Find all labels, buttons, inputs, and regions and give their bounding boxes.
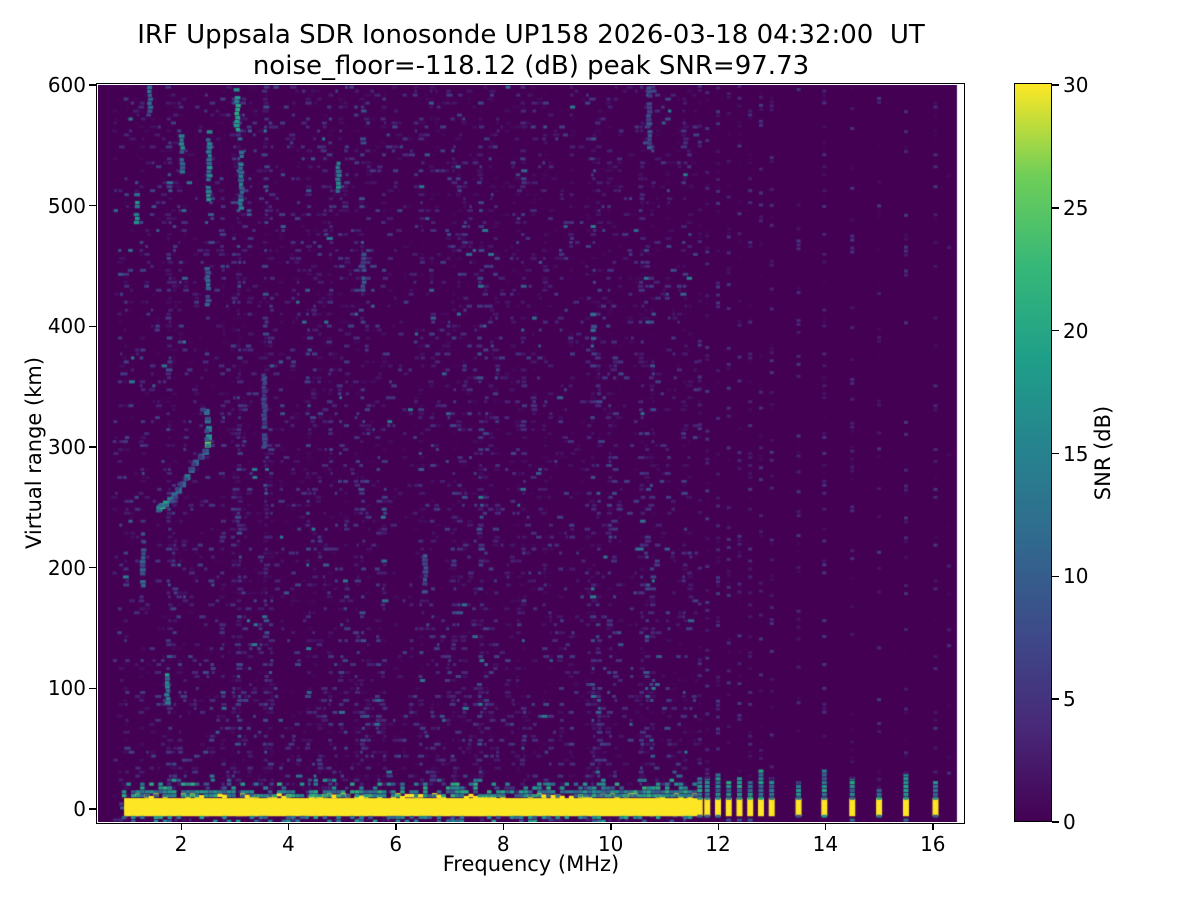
x-tick-mark xyxy=(395,823,397,830)
y-tick-mark xyxy=(89,84,96,86)
y-tick-mark xyxy=(89,566,96,569)
x-tick-label: 6 xyxy=(389,832,403,856)
colorbar-tick-label: 10 xyxy=(1063,564,1089,589)
x-tick-label: 2 xyxy=(174,832,188,856)
x-tick-mark xyxy=(502,823,505,830)
y-tick-mark xyxy=(89,808,96,810)
colorbar-tick-mark xyxy=(1052,452,1059,455)
colorbar-tick-label: 0 xyxy=(1063,810,1076,834)
colorbar-tick-mark xyxy=(1052,698,1059,700)
colorbar-label: SNR (dB) xyxy=(1091,405,1115,501)
x-tick-mark xyxy=(287,823,290,830)
colorbar-tick-label: 5 xyxy=(1063,687,1076,712)
colorbar-tick-mark xyxy=(1052,575,1059,578)
x-tick-mark xyxy=(610,823,612,830)
x-tick-mark xyxy=(717,823,719,830)
y-tick-label: 500 xyxy=(47,193,86,218)
x-tick-mark xyxy=(180,823,182,830)
x-tick-label: 8 xyxy=(496,832,510,856)
x-axis-label: Frequency (MHz) xyxy=(442,852,620,876)
y-tick-label: 100 xyxy=(47,676,86,701)
x-tick-mark xyxy=(932,823,934,830)
y-tick-mark xyxy=(89,325,96,328)
plot-title-line1: IRF Uppsala SDR Ionosonde UP158 2026-03-… xyxy=(137,20,925,50)
x-tick-label: 14 xyxy=(812,832,839,856)
y-tick-mark xyxy=(89,204,96,207)
y-tick-label: 0 xyxy=(73,797,86,821)
x-tick-label: 10 xyxy=(597,832,624,856)
colorbar-tick-label: 25 xyxy=(1063,195,1089,220)
x-tick-label: 12 xyxy=(705,832,731,856)
colorbar-tick-label: 20 xyxy=(1063,318,1089,343)
y-tick-label: 400 xyxy=(47,314,86,339)
x-tick-mark xyxy=(824,823,827,830)
colorbar-tick-mark xyxy=(1052,821,1059,823)
colorbar-tick-mark xyxy=(1052,207,1059,209)
y-tick-label: 200 xyxy=(47,555,86,580)
y-tick-mark xyxy=(89,446,96,448)
colorbar-tick-mark xyxy=(1052,329,1059,332)
plot-title-line2: noise_floor=-118.12 (dB) peak SNR=97.73 xyxy=(252,51,810,81)
y-tick-mark xyxy=(89,687,96,690)
heatmap-plot-area xyxy=(98,85,963,822)
colorbar-tick-label: 15 xyxy=(1063,441,1089,466)
colorbar xyxy=(1014,83,1052,822)
colorbar-tick-mark xyxy=(1052,84,1059,86)
y-tick-label: 600 xyxy=(47,72,86,97)
y-tick-label: 300 xyxy=(47,434,86,459)
x-tick-label: 16 xyxy=(920,832,946,856)
x-tick-label: 4 xyxy=(282,832,295,856)
colorbar-tick-label: 30 xyxy=(1063,73,1089,97)
